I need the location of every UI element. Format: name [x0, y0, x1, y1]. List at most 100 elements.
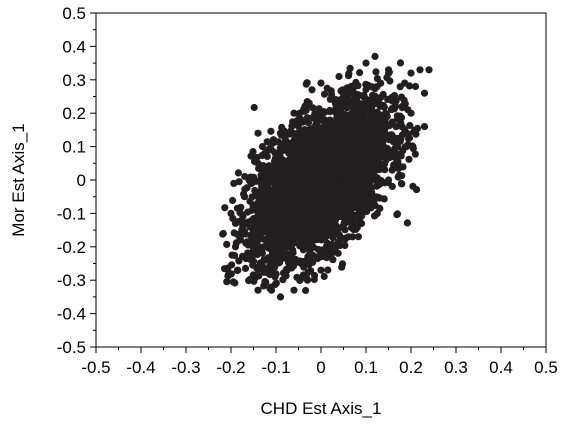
data-point [362, 59, 370, 67]
data-point [223, 240, 231, 248]
data-point [299, 238, 307, 247]
y-tick-label: 0.4 [62, 37, 86, 56]
data-point [336, 120, 344, 128]
data-point [254, 159, 262, 167]
data-point [286, 178, 294, 186]
data-point [314, 245, 322, 254]
data-point [272, 279, 280, 287]
data-point [267, 127, 275, 135]
data-point [251, 274, 259, 282]
data-point [379, 139, 387, 147]
data-point [400, 96, 408, 104]
data-point [398, 102, 406, 111]
data-point [264, 181, 272, 189]
data-point [398, 180, 406, 188]
data-point [303, 114, 311, 122]
data-point [334, 145, 342, 153]
data-point [243, 238, 251, 246]
data-point [281, 134, 289, 142]
y-tick-label: -0.2 [57, 238, 86, 257]
data-point [318, 135, 326, 143]
data-point [262, 278, 270, 286]
data-point [357, 148, 365, 156]
data-point [325, 216, 333, 224]
data-point [362, 85, 370, 93]
data-point [235, 178, 243, 186]
data-point [287, 228, 295, 237]
data-point [341, 241, 349, 250]
data-point [276, 293, 285, 301]
x-tick-label: 0.3 [444, 358, 468, 377]
data-point [223, 278, 231, 286]
data-point [420, 89, 429, 97]
data-point [388, 166, 396, 174]
data-point [260, 190, 268, 199]
data-point [365, 123, 373, 131]
data-point [401, 79, 409, 87]
data-point [275, 222, 283, 230]
data-point [296, 209, 304, 218]
data-point [333, 107, 342, 115]
data-point [364, 170, 372, 178]
data-point [346, 112, 354, 120]
data-point [370, 212, 379, 220]
data-point [300, 107, 308, 115]
data-point [303, 201, 311, 209]
data-point [289, 118, 297, 126]
data-point [366, 104, 374, 112]
data-point [319, 200, 327, 208]
data-point [316, 251, 324, 259]
data-point [300, 169, 309, 177]
data-point [235, 233, 243, 241]
data-point [339, 157, 347, 165]
data-point [249, 176, 258, 184]
data-point [308, 86, 316, 94]
data-point [407, 109, 415, 117]
data-point [371, 133, 379, 141]
data-point [388, 182, 396, 191]
data-point [276, 129, 285, 137]
data-point [394, 173, 402, 181]
data-point [393, 143, 402, 151]
data-point [345, 141, 353, 149]
data-point [342, 205, 350, 213]
data-point [317, 266, 325, 274]
data-point [227, 209, 235, 217]
data-point [258, 249, 266, 257]
data-point [355, 182, 364, 190]
data-point [335, 169, 343, 178]
data-point [271, 273, 279, 281]
data-point [271, 230, 279, 238]
data-point [261, 199, 269, 207]
data-point [221, 204, 229, 212]
data-point [389, 153, 397, 161]
data-point [375, 154, 383, 162]
data-point [266, 256, 274, 264]
data-point [299, 118, 307, 126]
data-point [258, 152, 266, 160]
data-point [372, 68, 380, 76]
x-tick-label: -0.3 [171, 358, 200, 377]
data-point [335, 72, 343, 81]
data-point [241, 227, 249, 236]
data-point [326, 249, 334, 258]
data-point [340, 211, 348, 219]
data-point [384, 95, 392, 103]
data-point [231, 219, 240, 227]
data-point [262, 215, 270, 223]
data-point [268, 140, 276, 148]
data-point [309, 205, 317, 213]
data-point [382, 110, 391, 118]
data-point [291, 170, 299, 178]
data-point [255, 164, 263, 173]
data-point [289, 255, 298, 264]
data-point [348, 119, 356, 128]
y-tick-label: -0.3 [57, 271, 86, 290]
data-point [268, 168, 276, 176]
data-point [374, 115, 382, 123]
data-point [292, 195, 300, 203]
data-point [360, 91, 368, 99]
data-point [274, 138, 282, 146]
data-point [280, 252, 288, 260]
y-tick-label: 0.2 [62, 104, 86, 123]
